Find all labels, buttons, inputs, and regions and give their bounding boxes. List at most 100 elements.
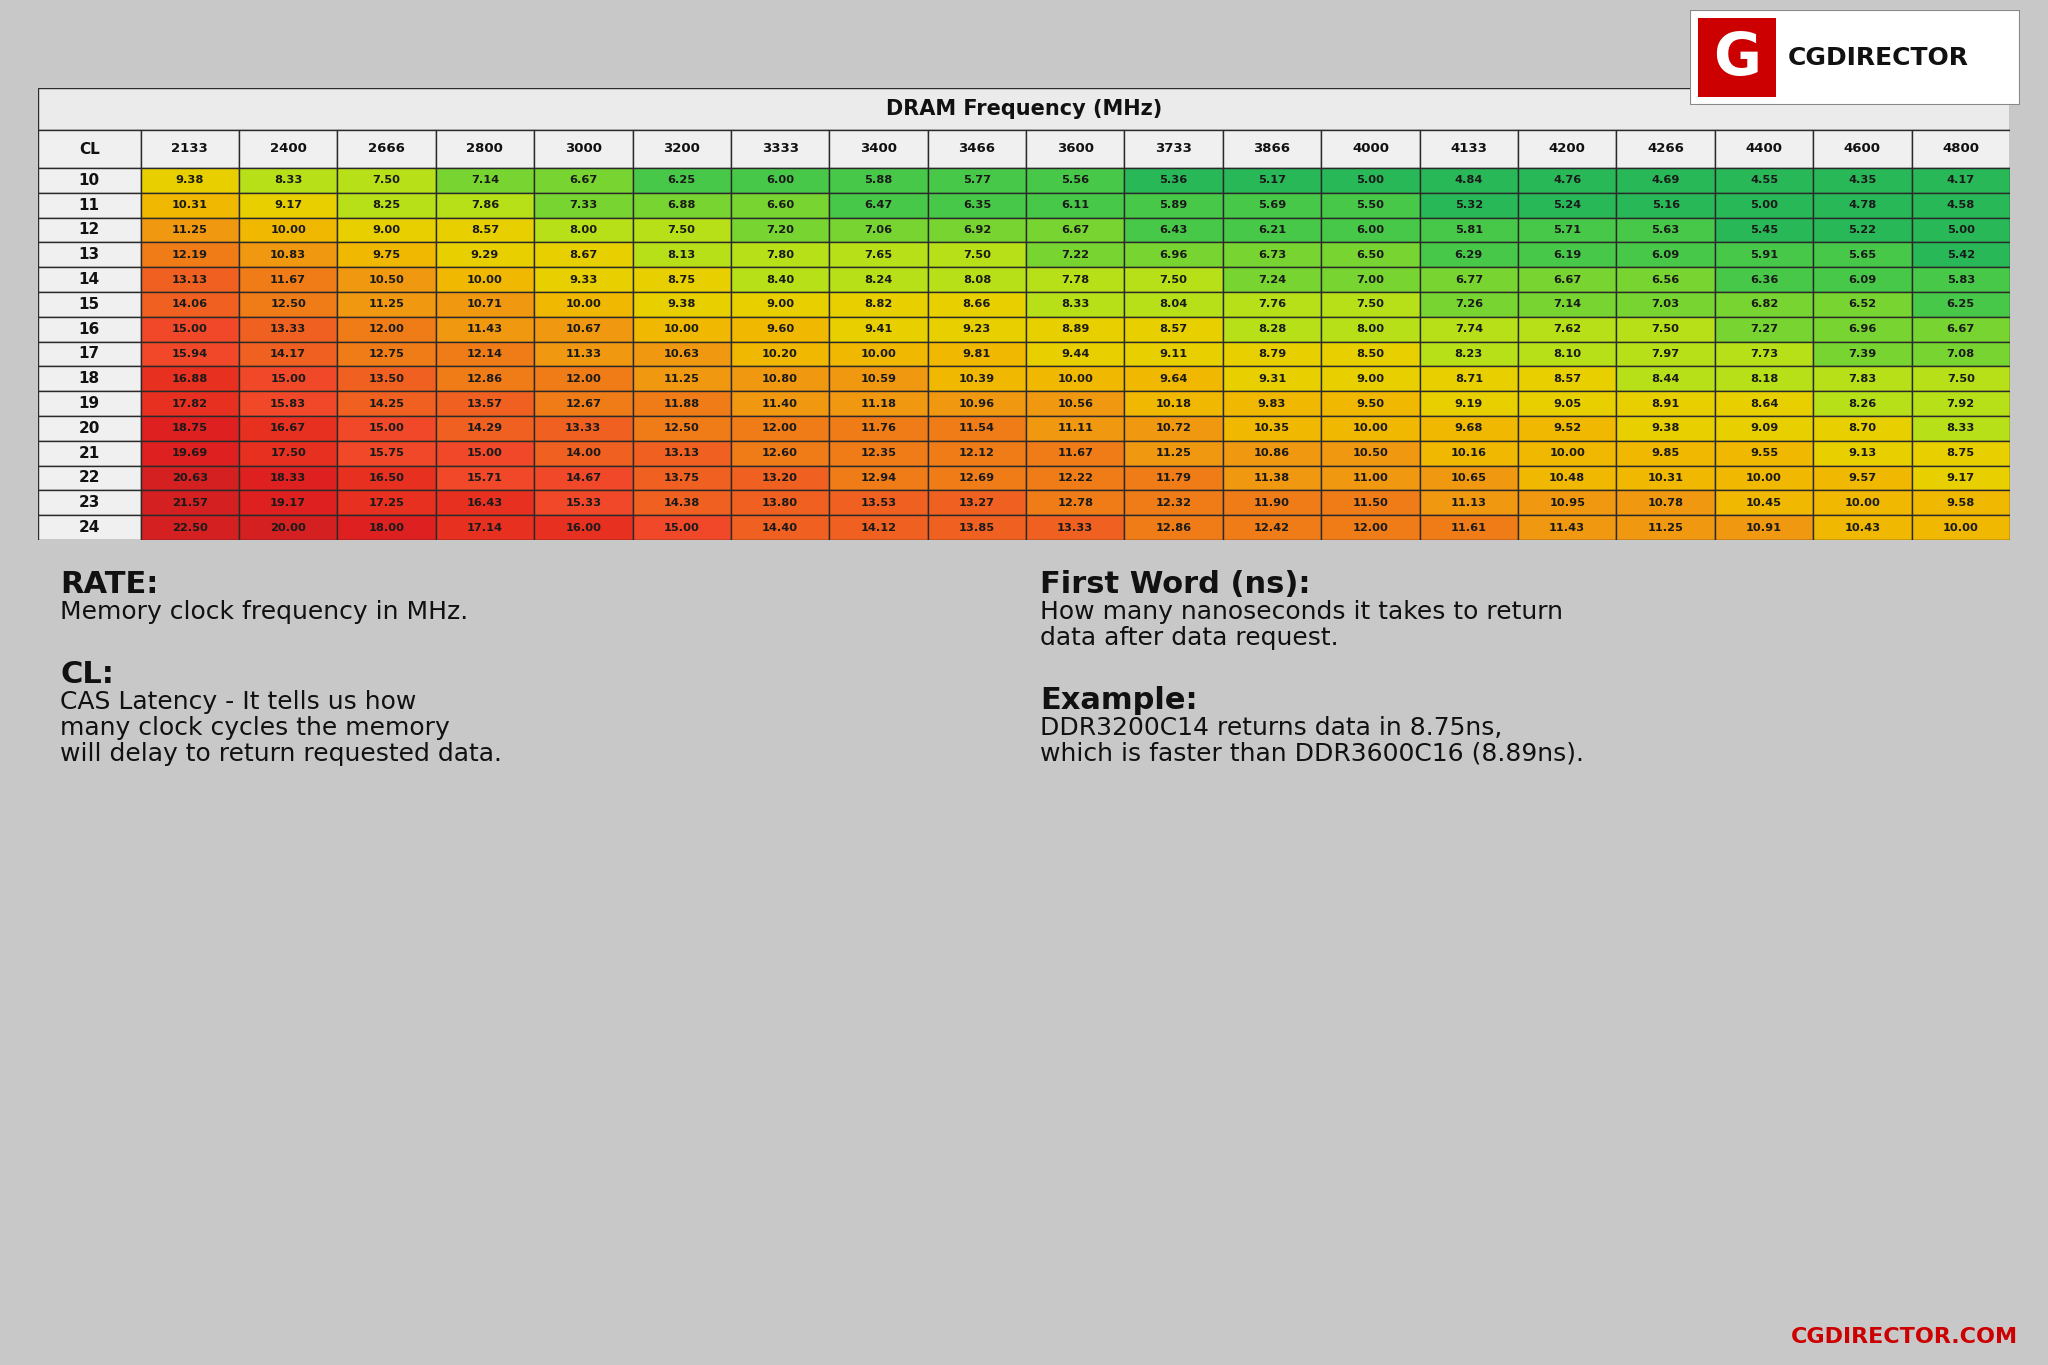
Bar bbox=[1419, 268, 1518, 292]
Text: 9.33: 9.33 bbox=[569, 274, 598, 284]
Bar bbox=[829, 366, 928, 392]
Text: 11.00: 11.00 bbox=[1352, 474, 1389, 483]
Bar bbox=[338, 268, 436, 292]
Text: 14.06: 14.06 bbox=[172, 299, 207, 310]
Text: 9.55: 9.55 bbox=[1749, 448, 1778, 459]
Text: 11.67: 11.67 bbox=[270, 274, 305, 284]
Text: 12.50: 12.50 bbox=[270, 299, 305, 310]
Bar bbox=[1911, 292, 2009, 317]
Text: 11.25: 11.25 bbox=[369, 299, 403, 310]
Bar bbox=[338, 441, 436, 465]
Bar bbox=[633, 130, 731, 168]
Bar bbox=[240, 392, 338, 416]
Text: 21: 21 bbox=[78, 446, 100, 461]
Text: 4.55: 4.55 bbox=[1749, 175, 1778, 186]
Bar bbox=[928, 392, 1026, 416]
Bar bbox=[240, 168, 338, 192]
Text: 10.00: 10.00 bbox=[1057, 374, 1094, 384]
Bar bbox=[1911, 192, 2009, 217]
Bar bbox=[633, 292, 731, 317]
Bar bbox=[1026, 490, 1124, 515]
Bar bbox=[436, 268, 535, 292]
Text: 10.00: 10.00 bbox=[1845, 498, 1880, 508]
Bar bbox=[1616, 341, 1714, 366]
Text: 6.67: 6.67 bbox=[1552, 274, 1581, 284]
Text: 5.71: 5.71 bbox=[1552, 225, 1581, 235]
Text: 10.20: 10.20 bbox=[762, 349, 799, 359]
Bar bbox=[1714, 465, 1812, 490]
Text: 7.76: 7.76 bbox=[1257, 299, 1286, 310]
Text: 7.50: 7.50 bbox=[1159, 274, 1188, 284]
Bar bbox=[1321, 416, 1419, 441]
Text: 8.33: 8.33 bbox=[274, 175, 303, 186]
Bar bbox=[1026, 416, 1124, 441]
Bar bbox=[731, 490, 829, 515]
Bar bbox=[141, 217, 240, 243]
Text: 2666: 2666 bbox=[369, 142, 406, 156]
Bar bbox=[1223, 515, 1321, 541]
Bar bbox=[436, 292, 535, 317]
Bar bbox=[338, 192, 436, 217]
Text: 15.00: 15.00 bbox=[467, 448, 504, 459]
Text: 7.50: 7.50 bbox=[668, 225, 696, 235]
Text: Example:: Example: bbox=[1040, 687, 1198, 715]
Bar bbox=[1321, 392, 1419, 416]
Text: 7.26: 7.26 bbox=[1454, 299, 1483, 310]
Bar bbox=[1321, 317, 1419, 341]
Bar bbox=[535, 392, 633, 416]
Bar bbox=[1419, 416, 1518, 441]
Text: 5.22: 5.22 bbox=[1849, 225, 1876, 235]
Bar bbox=[1223, 192, 1321, 217]
Text: 24: 24 bbox=[78, 520, 100, 535]
Bar bbox=[1616, 292, 1714, 317]
Text: 5.91: 5.91 bbox=[1749, 250, 1778, 259]
Text: 7.22: 7.22 bbox=[1061, 250, 1090, 259]
Bar bbox=[1812, 192, 1911, 217]
Bar bbox=[1714, 130, 1812, 168]
Bar bbox=[338, 465, 436, 490]
Text: 9.38: 9.38 bbox=[1651, 423, 1679, 434]
Bar bbox=[535, 366, 633, 392]
Text: 14.38: 14.38 bbox=[664, 498, 700, 508]
Text: 6.25: 6.25 bbox=[1948, 299, 1974, 310]
Text: will delay to return requested data.: will delay to return requested data. bbox=[59, 743, 502, 766]
Text: 5.24: 5.24 bbox=[1552, 201, 1581, 210]
Text: 4600: 4600 bbox=[1843, 142, 1880, 156]
Bar bbox=[1714, 168, 1812, 192]
Text: 10.63: 10.63 bbox=[664, 349, 700, 359]
Bar bbox=[240, 243, 338, 268]
Bar bbox=[338, 317, 436, 341]
Bar bbox=[829, 192, 928, 217]
Bar bbox=[928, 192, 1026, 217]
Text: 10.78: 10.78 bbox=[1649, 498, 1683, 508]
Bar bbox=[1911, 515, 2009, 541]
Text: 10.91: 10.91 bbox=[1747, 523, 1782, 532]
Text: 9.00: 9.00 bbox=[1356, 374, 1384, 384]
Text: 7.00: 7.00 bbox=[1356, 274, 1384, 284]
Text: 10.56: 10.56 bbox=[1057, 399, 1094, 408]
Bar bbox=[436, 317, 535, 341]
Bar bbox=[1124, 441, 1223, 465]
Text: 9.05: 9.05 bbox=[1552, 399, 1581, 408]
Text: 7.86: 7.86 bbox=[471, 201, 500, 210]
Text: 10.72: 10.72 bbox=[1155, 423, 1192, 434]
Text: 10.45: 10.45 bbox=[1747, 498, 1782, 508]
Bar bbox=[1911, 317, 2009, 341]
Bar bbox=[731, 416, 829, 441]
Text: 5.42: 5.42 bbox=[1948, 250, 1974, 259]
Text: 6.36: 6.36 bbox=[1749, 274, 1778, 284]
Text: 10.96: 10.96 bbox=[958, 399, 995, 408]
Bar bbox=[731, 268, 829, 292]
Bar bbox=[1616, 490, 1714, 515]
Text: 7.14: 7.14 bbox=[471, 175, 500, 186]
Bar bbox=[141, 515, 240, 541]
Bar bbox=[1026, 465, 1124, 490]
Bar bbox=[1124, 268, 1223, 292]
Text: 6.11: 6.11 bbox=[1061, 201, 1090, 210]
Text: 4200: 4200 bbox=[1548, 142, 1585, 156]
Bar bbox=[436, 416, 535, 441]
Text: 11.18: 11.18 bbox=[860, 399, 897, 408]
Bar bbox=[731, 392, 829, 416]
Bar bbox=[535, 441, 633, 465]
Bar bbox=[338, 490, 436, 515]
